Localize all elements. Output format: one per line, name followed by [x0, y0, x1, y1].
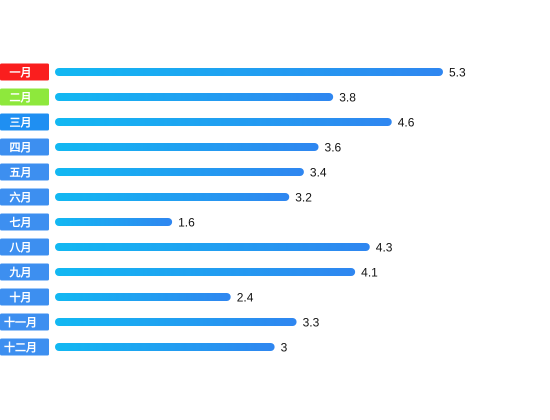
bar — [55, 68, 443, 76]
category-label-box — [0, 138, 49, 156]
category-label: 六月 — [10, 190, 32, 204]
category-label-box — [0, 63, 49, 81]
value-label: 3.2 — [295, 191, 312, 205]
category-label-box — [0, 163, 49, 181]
category-label-box — [0, 338, 49, 356]
value-label: 3.4 — [310, 166, 327, 180]
bar-row: 九月 4.1 — [0, 263, 378, 281]
category-label: 八月 — [9, 241, 32, 254]
bar-row: 六月 3.2 — [0, 188, 312, 206]
category-label: 九月 — [9, 265, 32, 279]
category-label: 五月 — [10, 166, 32, 179]
bar-row: 十一月 3.3 — [0, 313, 320, 331]
category-label: 十二月 — [4, 340, 37, 354]
bar-row: 十月 2.4 — [0, 288, 254, 306]
value-label: 5.3 — [449, 66, 466, 80]
bar — [55, 143, 319, 151]
category-label-box — [0, 288, 49, 306]
category-label: 十一月 — [4, 315, 37, 329]
category-label-box — [0, 238, 49, 256]
bar-row: 一月 5.3 — [0, 63, 466, 81]
bar-row: 四月 3.6 — [0, 138, 342, 156]
bar — [55, 93, 334, 101]
value-label: 4.1 — [361, 266, 378, 280]
category-label-box — [0, 188, 49, 206]
value-label: 4.6 — [398, 116, 415, 130]
bar — [55, 293, 231, 301]
bar — [55, 193, 290, 201]
bar — [55, 168, 304, 176]
bar-row: 三月 4.6 — [0, 113, 415, 131]
category-label: 一月 — [10, 66, 32, 79]
category-label: 十月 — [10, 290, 32, 304]
category-label-box — [0, 88, 49, 106]
value-label: 3.3 — [303, 316, 320, 330]
bar-row: 十二月 3 — [0, 338, 288, 356]
category-label-box — [0, 213, 49, 231]
category-label: 三月 — [10, 116, 32, 129]
category-label: 四月 — [10, 141, 32, 154]
value-label: 1.6 — [178, 216, 195, 230]
bar — [55, 343, 275, 351]
category-label: 七月 — [10, 215, 32, 229]
category-label: 二月 — [10, 91, 32, 104]
bar — [55, 243, 370, 251]
bar — [55, 268, 356, 276]
category-label-box — [0, 313, 49, 331]
category-label-box — [0, 113, 49, 131]
bar-row: 二月 3.8 — [0, 88, 356, 106]
bar-row: 八月 4.3 — [0, 238, 393, 256]
value-label: 3 — [281, 341, 288, 355]
bar — [55, 118, 392, 126]
bar — [55, 318, 297, 326]
bar-row: 七月 1.6 — [0, 213, 195, 231]
value-label: 3.6 — [325, 141, 342, 155]
bar-row: 五月 3.4 — [0, 163, 327, 181]
value-label: 4.3 — [376, 241, 393, 255]
value-label: 2.4 — [237, 291, 254, 305]
bar — [55, 218, 173, 226]
value-label: 3.8 — [339, 91, 356, 105]
category-label-box — [0, 263, 49, 281]
